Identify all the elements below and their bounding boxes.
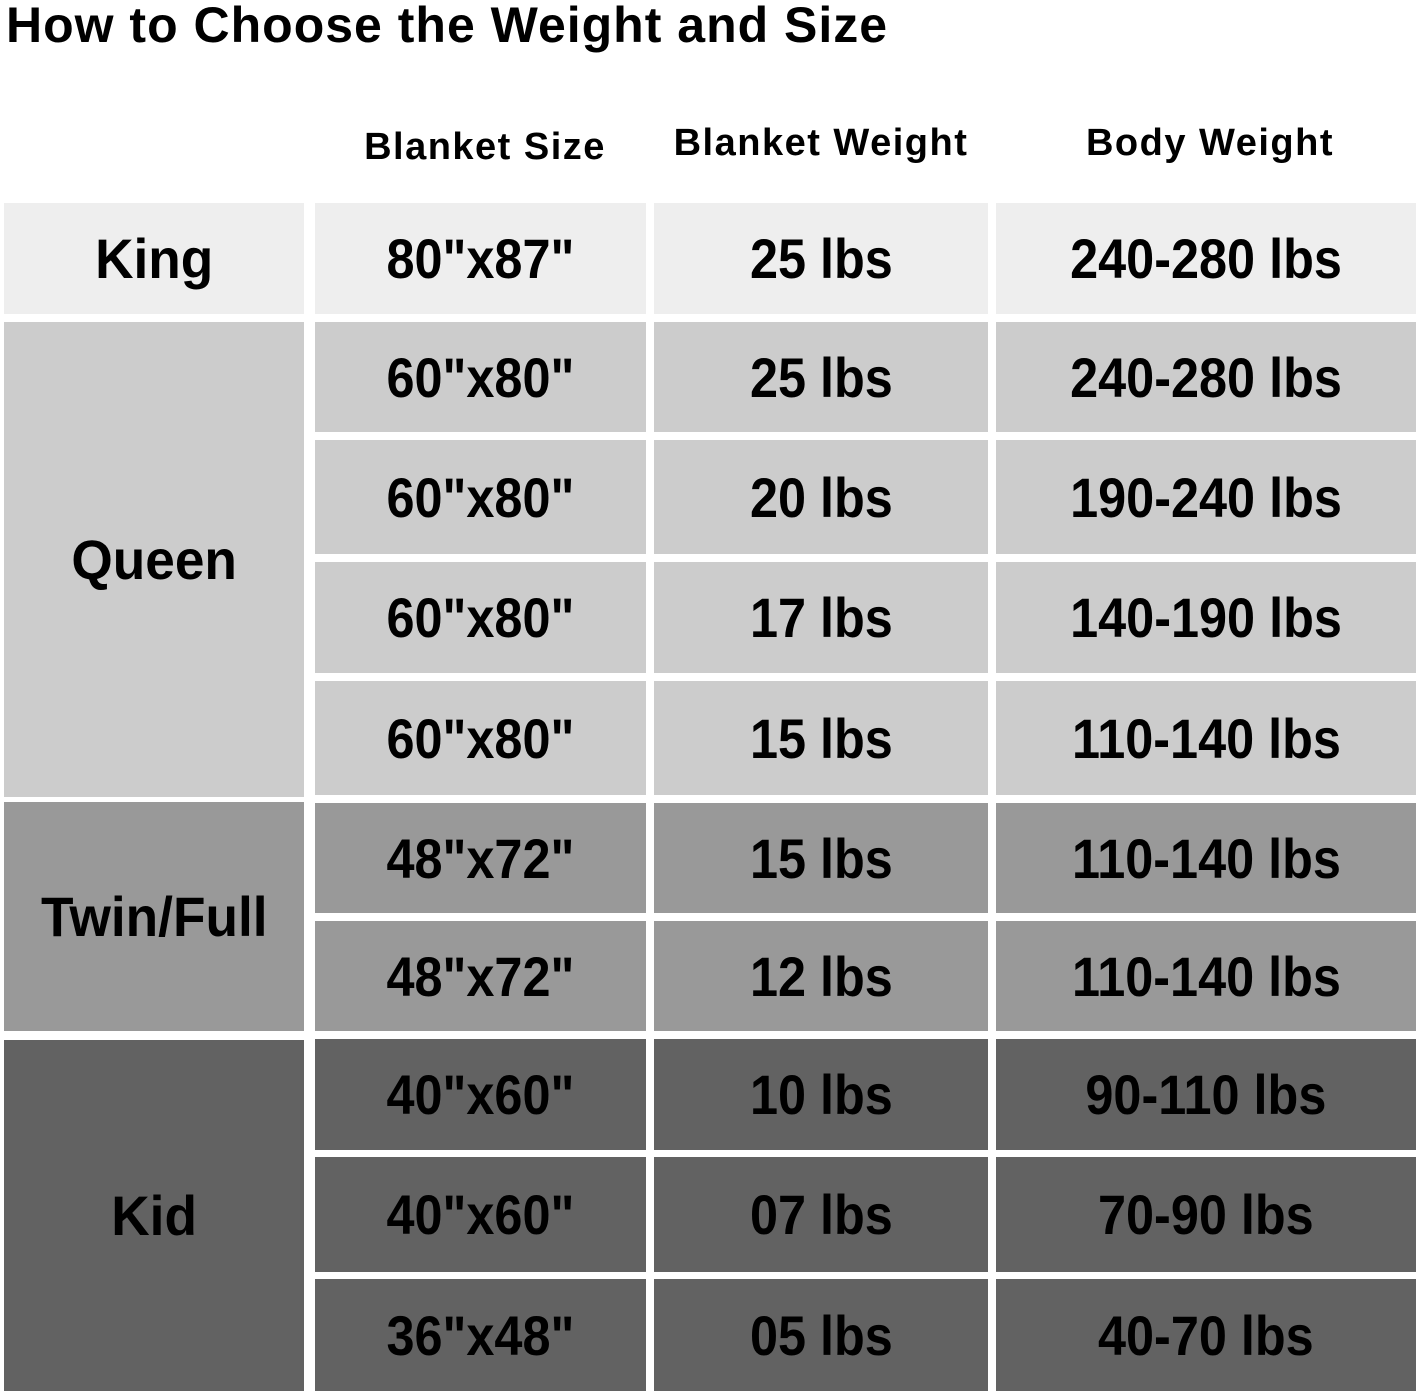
- body-weight-cell: 110-140 lbs: [996, 921, 1416, 1031]
- blanket-weight-cell-text: 17 lbs: [749, 586, 893, 649]
- blanket-weight-cell: 12 lbs: [654, 921, 988, 1031]
- body-weight-cell-text: 140-190 lbs: [1070, 586, 1342, 649]
- blanket-weight-cell: 17 lbs: [654, 562, 988, 673]
- body-weight-cell-text: 110-140 lbs: [1071, 826, 1341, 890]
- body-weight-cell: 140-190 lbs: [996, 562, 1416, 673]
- blanket-weight-cell-text: 20 lbs: [749, 465, 893, 529]
- blanket-weight-cell: 07 lbs: [654, 1157, 988, 1272]
- blanket-size-cell: 36"x48": [315, 1279, 646, 1391]
- group-label-cell: Twin/Full: [4, 802, 304, 1031]
- blanket-size-cell: 40"x60": [315, 1157, 646, 1272]
- blanket-weight-cell: 25 lbs: [654, 203, 988, 314]
- body-weight-cell: 90-110 lbs: [996, 1039, 1416, 1150]
- blanket-size-cell-text: 60"x80": [386, 706, 575, 770]
- body-weight-cell: 190-240 lbs: [996, 440, 1416, 554]
- blanket-size-cell-text: 60"x80": [386, 586, 575, 649]
- blanket-weight-cell-text: 15 lbs: [749, 826, 893, 890]
- body-weight-cell: 240-280 lbs: [996, 322, 1416, 432]
- blanket-size-cell-text: 48"x72": [386, 944, 575, 1008]
- blanket-size-cell: 40"x60": [315, 1039, 646, 1150]
- blanket-size-cell: 48"x72": [315, 803, 646, 913]
- body-weight-cell-text: 40-70 lbs: [1098, 1303, 1314, 1367]
- blanket-weight-cell: 20 lbs: [654, 440, 988, 554]
- blanket-size-cell-text: 48"x72": [386, 826, 575, 890]
- blanket-weight-cell-text: 15 lbs: [749, 706, 893, 770]
- group-label-cell: Queen: [4, 322, 304, 797]
- body-weight-cell-text: 240-280 lbs: [1070, 345, 1342, 409]
- group-label-cell: King: [4, 203, 304, 314]
- blanket-size-cell-text: 60"x80": [386, 465, 575, 529]
- blanket-weight-cell-text: 05 lbs: [749, 1303, 893, 1367]
- body-weight-cell: 110-140 lbs: [996, 681, 1416, 795]
- blanket-weight-cell-text: 10 lbs: [749, 1063, 893, 1126]
- blanket-size-cell: 60"x80": [315, 440, 646, 554]
- body-weight-cell-text: 110-140 lbs: [1071, 706, 1341, 770]
- blanket-size-cell-text: 36"x48": [386, 1303, 575, 1367]
- group-label-cell-text: Twin/Full: [40, 885, 268, 948]
- group-label-cell: Kid: [4, 1040, 304, 1391]
- body-weight-cell: 70-90 lbs: [996, 1157, 1416, 1272]
- page-title: How to Choose the Weight and Size: [6, 0, 889, 53]
- blanket-size-cell: 80"x87": [315, 203, 646, 314]
- blanket-size-cell: 60"x80": [315, 562, 646, 673]
- body-weight-cell: 110-140 lbs: [996, 803, 1416, 913]
- body-weight-cell: 240-280 lbs: [996, 203, 1416, 314]
- blanket-size-cell: 60"x80": [315, 681, 646, 795]
- blanket-size-cell: 60"x80": [315, 322, 646, 432]
- blanket-weight-cell: 15 lbs: [654, 681, 988, 795]
- blanket-weight-cell: 05 lbs: [654, 1279, 988, 1391]
- blanket-size-cell-text: 40"x60": [386, 1183, 575, 1246]
- body-weight-cell-text: 90-110 lbs: [1085, 1063, 1327, 1126]
- blanket-size-cell-text: 40"x60": [386, 1063, 575, 1126]
- blanket-weight-cell-text: 25 lbs: [749, 227, 893, 290]
- header-blanket-size: Blanket Size: [364, 126, 606, 168]
- body-weight-cell-text: 110-140 lbs: [1071, 944, 1341, 1008]
- body-weight-cell-text: 240-280 lbs: [1070, 227, 1342, 290]
- blanket-size-cell-text: 60"x80": [386, 345, 575, 409]
- group-label-cell-text: King: [94, 227, 214, 290]
- group-label-cell-text: Kid: [111, 1184, 197, 1247]
- blanket-weight-cell-text: 07 lbs: [749, 1183, 893, 1246]
- blanket-size-cell: 48"x72": [315, 921, 646, 1031]
- header-body-weight: Body Weight: [1085, 122, 1334, 164]
- body-weight-cell-text: 70-90 lbs: [1098, 1183, 1314, 1246]
- blanket-size-cell-text: 80"x87": [386, 227, 575, 290]
- body-weight-cell-text: 190-240 lbs: [1070, 465, 1342, 529]
- group-label-cell-text: Queen: [71, 528, 237, 591]
- body-weight-cell: 40-70 lbs: [996, 1279, 1416, 1391]
- blanket-weight-cell: 15 lbs: [654, 803, 988, 913]
- blanket-weight-cell: 10 lbs: [654, 1039, 988, 1150]
- blanket-weight-cell: 25 lbs: [654, 322, 988, 432]
- blanket-weight-cell-text: 12 lbs: [749, 944, 893, 1008]
- header-blanket-weight: Blanket Weight: [673, 122, 969, 164]
- blanket-weight-cell-text: 25 lbs: [749, 345, 893, 409]
